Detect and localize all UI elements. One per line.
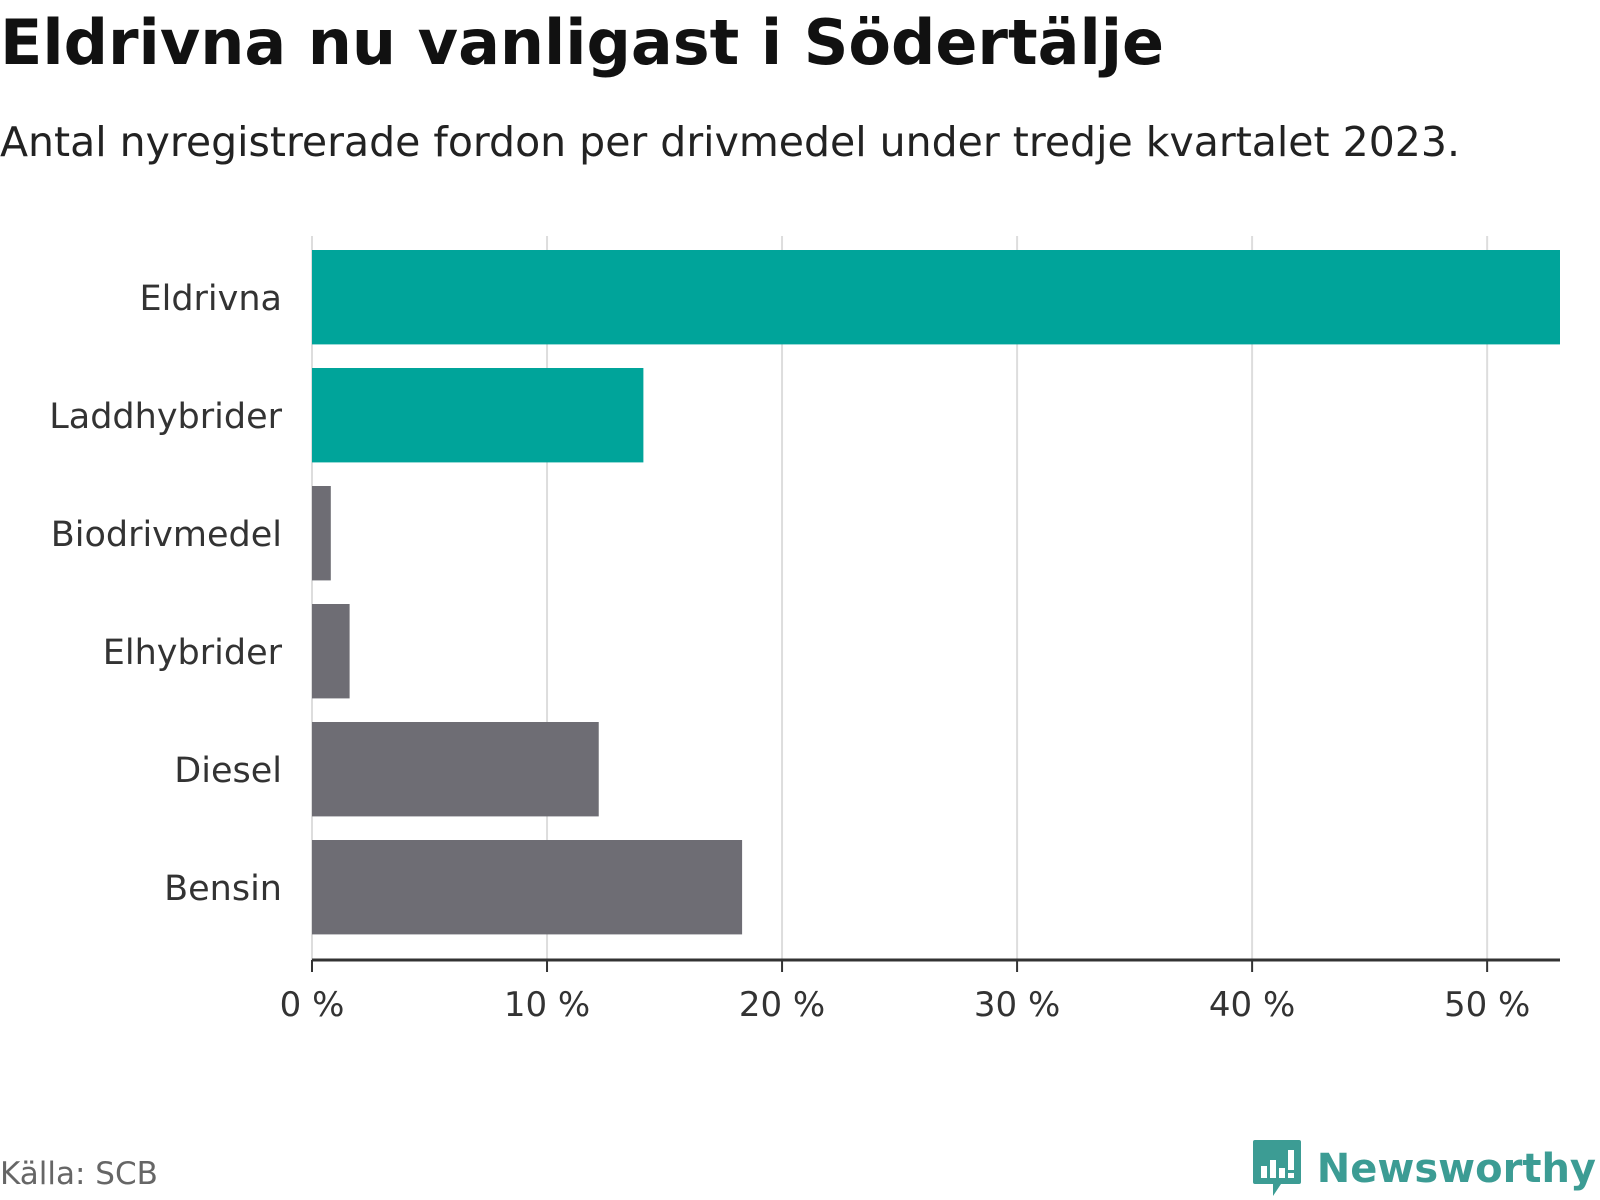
bar-diesel [312, 722, 599, 817]
bar-bensin [312, 840, 743, 935]
x-tick-label-1: 10 % [504, 985, 590, 1025]
chart-subtitle: Antal nyregistrerade fordon per drivmede… [0, 118, 1461, 166]
chart-title: Eldrivna nu vanligast i Södertälje [0, 6, 1165, 79]
bar-laddhybrider [312, 368, 644, 463]
x-tick-label-0: 0 % [280, 985, 345, 1025]
brand-mark: Newsworthy [1251, 1138, 1596, 1200]
bar-elhybrider [312, 604, 350, 699]
category-label-elhybrider: Elhybrider [103, 633, 283, 673]
newsworthy-logo-icon [1252, 1140, 1301, 1196]
category-label-laddhybrider: Laddhybrider [49, 397, 282, 437]
category-label-biodrivmedel: Biodrivmedel [51, 515, 282, 555]
source-note: Källa: SCB [0, 1156, 158, 1192]
x-tick-label-4: 40 % [1209, 985, 1295, 1025]
category-label-bensin: Bensin [164, 869, 282, 909]
bar-chart: Eldrivna Laddhybrider Biodrivmedel Elhybrid… [49, 236, 1560, 1025]
x-tick-label-2: 20 % [739, 985, 825, 1025]
x-tick-label-5: 50 % [1444, 985, 1530, 1025]
bar-eldrivna [312, 250, 1560, 345]
category-label-eldrivna: Eldrivna [139, 279, 282, 319]
x-tick-label-3: 30 % [974, 985, 1060, 1025]
category-label-diesel: Diesel [174, 751, 282, 791]
brand-name: Newsworthy [1316, 1146, 1596, 1192]
bar-biodrivmedel [312, 486, 331, 581]
